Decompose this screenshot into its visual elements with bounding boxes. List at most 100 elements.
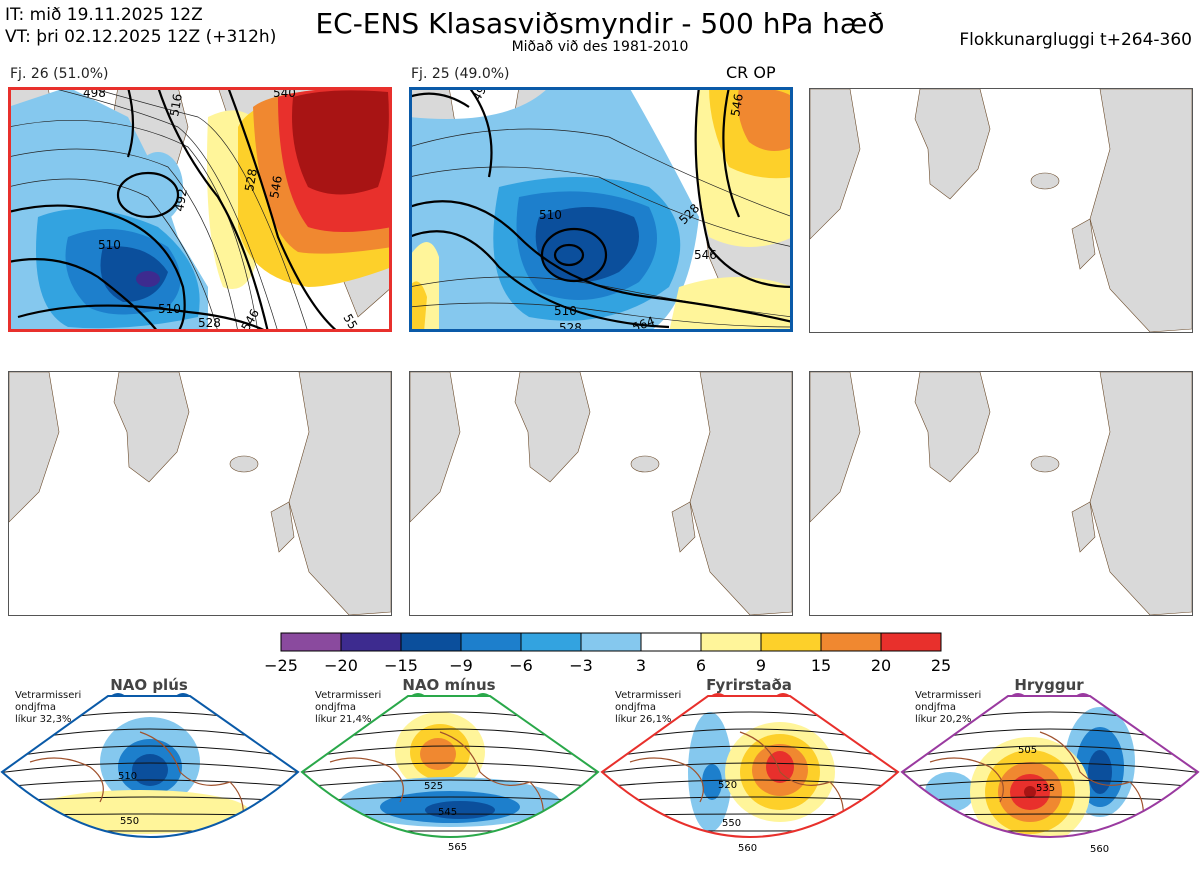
height-contour	[902, 762, 1198, 775]
coastline	[329, 731, 544, 833]
regime-contour-label: 525	[424, 781, 443, 792]
cluster2-map-svg: 510 528 546 510 528 546 564 492	[409, 87, 793, 332]
anomaly-shading	[1014, 858, 1046, 868]
anomaly-shading	[766, 751, 794, 783]
c1-lbl-546: 546	[267, 175, 285, 200]
c1-lbl-510b: 510	[158, 302, 181, 316]
cluster1-map-svg: 510 516 492 528 546 510 528 546 554 540 …	[8, 87, 392, 332]
colorbar-segment	[520, 632, 582, 652]
height-contour	[602, 779, 898, 789]
page-subtitle: Miðað við des 1981-2010	[511, 39, 689, 55]
regime-title: NAO mínus	[402, 676, 496, 694]
c1-lbl-540: 540	[273, 87, 296, 100]
colorbar-segment	[760, 632, 822, 652]
colorbar-tick-label: −25	[264, 656, 298, 675]
page-title: EC-ENS Klasasviðsmyndir - 500 hPa hæð	[315, 7, 885, 40]
height-contour	[302, 745, 598, 761]
empty-map-4	[8, 371, 392, 616]
c1-lbl-528b: 528	[198, 316, 221, 330]
colorbar-tick-label: −15	[384, 656, 418, 675]
anomaly-shading	[702, 764, 722, 800]
classification-window: Flokkunargluggi t+264-360	[959, 30, 1192, 50]
height-contour	[2, 762, 298, 775]
height-contour	[602, 762, 898, 775]
c2-lbl-546b: 546	[728, 93, 746, 118]
colorbar-segment	[700, 632, 762, 652]
regime-contour-label: 505	[1018, 745, 1037, 756]
c2-lbl-564: 564	[630, 314, 656, 332]
anomaly-shading	[925, 772, 975, 812]
colorbar-segment	[280, 632, 342, 652]
colorbar-tick-label: −9	[449, 656, 473, 675]
regime-note: Vetrarmisseri ondjfma líkur 21,4%	[315, 690, 382, 725]
c2-lbl-546: 546	[694, 248, 717, 262]
regime-note: Vetrarmisseri ondjfma líkur 26,1%	[615, 690, 682, 725]
anomaly-shading	[1088, 750, 1112, 794]
colorbar	[280, 632, 942, 652]
regime-title: Hryggur	[1014, 676, 1084, 694]
anomaly-shading	[420, 738, 456, 770]
c2-lbl-510: 510	[539, 208, 562, 222]
colorbar-tick-label: −20	[324, 656, 358, 675]
anomaly-shading	[1024, 786, 1036, 798]
regime-outline	[0, 695, 300, 838]
anomaly-shading	[425, 801, 495, 819]
cluster1-map: 510 516 492 528 546 510 528 546 554 540 …	[8, 87, 392, 332]
height-contour	[902, 745, 1198, 761]
regime-outline	[900, 695, 1200, 838]
c1-lbl-510: 510	[98, 238, 121, 252]
regime-contour-label: 520	[718, 780, 737, 791]
regime-note: Vetrarmisseri ondjfma líkur 32,3%	[15, 690, 82, 725]
colorbar-segment	[880, 632, 942, 652]
c1-lbl-528: 528	[242, 168, 260, 193]
regime-map: 510 550	[0, 695, 300, 848]
cluster2-label: Fj. 25 (49.0%)	[411, 66, 510, 82]
regime-outline	[600, 695, 900, 838]
colorbar-segment	[640, 632, 702, 652]
coastline	[929, 731, 1144, 833]
colorbar-tick-label: 25	[930, 656, 952, 675]
regime-contour-label: 510	[118, 771, 137, 782]
initial-time: IT: mið 19.11.2025 12Z	[5, 5, 203, 25]
height-contour	[902, 779, 1198, 789]
valid-time: VT: þri 02.12.2025 12Z (+312h)	[5, 27, 277, 47]
colorbar-tick-label: −6	[509, 656, 533, 675]
regime-contour-label: 535	[1036, 783, 1055, 794]
regime-note: Vetrarmisseri ondjfma líkur 20,2%	[915, 690, 982, 725]
colorbar-segment	[400, 632, 462, 652]
anomaly-shading	[132, 754, 168, 786]
c2-lbl-510b: 510	[554, 304, 577, 318]
regime-title: Fyrirstaða	[706, 676, 792, 694]
regime-title: NAO plús	[110, 676, 188, 694]
height-contour	[602, 745, 898, 761]
colorbar-segment	[820, 632, 882, 652]
regime-contour-label: 560	[1090, 844, 1109, 855]
coastline	[629, 731, 844, 833]
c1-lbl-498: 498	[83, 87, 106, 100]
colorbar-segment	[460, 632, 522, 652]
height-contour	[2, 745, 298, 761]
height-contour	[302, 762, 598, 775]
colorbar-tick-label: 3	[635, 656, 647, 675]
colorbar-tick-label: 9	[755, 656, 767, 675]
colorbar-tick-label: 20	[870, 656, 892, 675]
regime-contour-label: 565	[448, 842, 467, 853]
regime-contour-label: 550	[120, 816, 139, 827]
c1-lbl-492: 492	[172, 188, 190, 213]
height-contour	[302, 779, 598, 789]
colorbar-tick-label: 6	[695, 656, 707, 675]
empty-map-3	[809, 88, 1193, 333]
height-contour	[2, 779, 298, 789]
c1-lbl-516: 516	[167, 93, 185, 118]
regime-map: 505 535 560	[900, 695, 1200, 868]
regime-contour-label: 550	[722, 818, 741, 829]
colorbar-tick-label: −3	[569, 656, 593, 675]
empty-map-6	[809, 371, 1193, 616]
regime-contour-label: 560	[738, 843, 757, 854]
regime-contour-label: 545	[438, 807, 457, 818]
regime-map: 520 550 560	[600, 695, 900, 854]
height-contour	[0, 844, 300, 848]
regime-outline	[300, 695, 600, 838]
coastline	[29, 731, 244, 833]
colorbar-tick-label: 15	[810, 656, 832, 675]
